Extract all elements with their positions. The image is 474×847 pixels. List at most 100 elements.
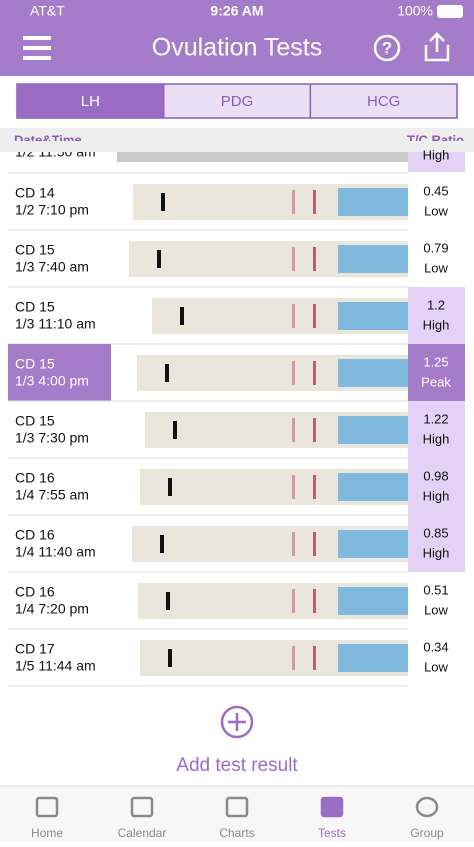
battery-text: 100% [397,3,433,19]
strip-line [313,304,316,328]
tab-icon[interactable] [320,796,344,818]
row-day: CD 15 [15,356,55,372]
strip-line [292,475,295,499]
strip-bar [161,193,165,211]
strip-line [313,418,316,442]
tab-bar-label[interactable]: Group [410,826,444,840]
row-day: CD 17 [15,641,55,657]
strip-label [338,302,408,330]
row-time: 1/4 7:20 pm [15,601,89,617]
row-ratio: 1.25 [423,354,448,369]
strip-bar [168,478,172,496]
strip-bar [166,592,170,610]
tab-icon[interactable] [225,796,249,818]
strip-line [292,190,295,214]
row-time: 1/3 11:10 am [15,316,96,332]
row-level: Low [424,203,448,218]
tab-icon[interactable] [130,796,154,818]
strip-line [313,361,316,385]
strip-label [338,644,408,672]
row-day: CD 15 [15,242,55,258]
strip-line [313,532,316,556]
strip-bar [157,250,161,268]
tab-bar-bg [0,786,474,842]
strip-label [338,416,408,444]
ratio-cell [408,515,465,572]
row-day: CD 15 [15,413,55,429]
strip-line [313,646,316,670]
strip-label [338,530,408,558]
row-day: CD 14 [15,185,55,201]
svg-text:?: ? [382,38,392,57]
tab-label[interactable]: HCG [367,93,400,110]
row-ratio: 1.2 [427,297,445,312]
ratio-cell [408,401,465,458]
strip-bar [165,364,169,382]
tab-bar-label[interactable]: Charts [219,826,254,840]
strip-line [313,589,316,613]
share-icon[interactable] [424,32,450,62]
strip-bar [180,307,184,325]
row-time: 1/5 11:44 am [15,658,96,674]
clock: 9:26 AM [210,3,263,19]
row-time: 1/3 7:40 am [15,259,89,275]
row-level: High [423,431,450,446]
help-icon[interactable]: ? [373,34,401,62]
strip-bar [173,421,177,439]
strip-line [292,247,295,271]
tab-bar-label[interactable]: Tests [318,826,346,840]
test-strip [117,152,408,162]
row-ratio: 0.85 [423,525,448,540]
tab-selected [17,84,164,118]
row-level: Low [424,260,448,275]
strip-line [313,475,316,499]
strip-line [313,247,316,271]
page-title: Ovulation Tests [152,34,322,62]
row-level: Low [424,602,448,617]
strip-bar [168,649,172,667]
strip-bar [160,535,164,553]
row-ratio: 0.79 [423,240,448,255]
strip-line [292,418,295,442]
row-day: CD 16 [15,470,55,486]
carrier: AT&T [30,3,65,19]
row-ratio: 0.98 [423,468,448,483]
row-time: 1/4 11:40 am [15,544,96,560]
strip-label [338,587,408,615]
tab-label[interactable]: LH [81,93,100,110]
row-day: CD 16 [15,584,55,600]
row-level: High [423,488,450,503]
row-ratio: 0.45 [423,183,448,198]
ratio-cell [408,287,465,344]
row-level: Low [424,659,448,674]
row-time: 1/4 7:55 am [15,487,89,503]
add-test-result[interactable]: Add test result [176,755,298,776]
row-level: High [423,317,450,332]
row-day: CD 16 [15,527,55,543]
battery-icon [437,5,463,18]
strip-label [338,473,408,501]
row-time: 1/3 7:30 pm [15,430,89,446]
strip-line [313,190,316,214]
ratio-cell [408,458,465,515]
menu-icon[interactable] [23,36,51,60]
row-level: Peak [421,374,451,389]
tab-icon[interactable] [35,796,59,818]
strip-label [338,188,408,216]
strip-line [292,532,295,556]
strip-line [292,361,295,385]
strip-line [292,589,295,613]
tab-bar-label[interactable]: Calendar [118,826,167,840]
tab-label[interactable]: PDG [221,93,254,110]
add-icon[interactable] [220,705,254,739]
row-day: CD 15 [15,299,55,315]
row-time: 1/3 4:00 pm [15,373,89,389]
tab-bar-label[interactable]: Home [31,826,63,840]
strip-label [338,245,408,273]
ratio-cell [408,152,465,172]
ratio-cell [408,344,465,401]
header-cover [0,141,474,152]
row-ratio: 0.51 [423,582,448,597]
tab-icon[interactable] [415,796,439,818]
